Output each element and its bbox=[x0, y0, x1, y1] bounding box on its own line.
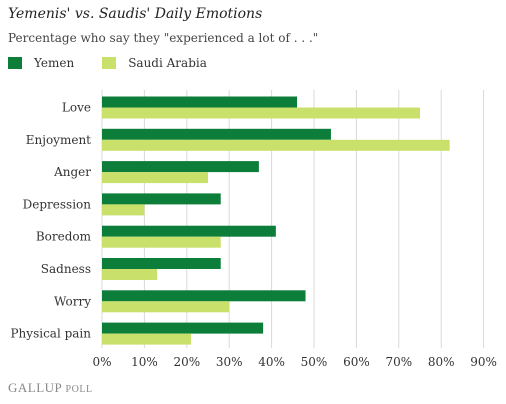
category-label: Physical pain bbox=[10, 327, 91, 341]
x-tick-label: 70% bbox=[385, 355, 412, 369]
x-tick-label: 10% bbox=[131, 355, 158, 369]
category-label: Sadness bbox=[41, 262, 91, 276]
bar-saudi bbox=[102, 107, 420, 119]
category-label: Love bbox=[62, 101, 91, 115]
category-label: Enjoyment bbox=[26, 133, 91, 147]
legend: Yemen Saudi Arabia bbox=[8, 56, 235, 70]
bar-saudi bbox=[102, 236, 221, 248]
gallup-poll-logo: GALLUP POLL bbox=[8, 380, 93, 396]
category-label: Anger bbox=[53, 165, 91, 179]
bar-yemen bbox=[102, 193, 221, 205]
bar-saudi bbox=[102, 172, 208, 184]
bar-yemen bbox=[102, 161, 259, 173]
x-tick-label: 20% bbox=[173, 355, 200, 369]
bar-yemen bbox=[102, 128, 331, 140]
bar-yemen bbox=[102, 258, 221, 269]
bar-saudi bbox=[102, 333, 192, 345]
bar-saudi bbox=[102, 269, 158, 280]
bar-yemen bbox=[102, 322, 264, 334]
legend-item-saudi: Saudi Arabia bbox=[102, 56, 207, 70]
legend-swatch-saudi bbox=[102, 57, 117, 69]
x-tick-label: 0% bbox=[92, 355, 111, 369]
bar-yemen bbox=[102, 225, 276, 237]
category-label: Depression bbox=[23, 197, 92, 211]
x-tick-label: 60% bbox=[343, 355, 370, 369]
chart-subtitle: Percentage who say they "experienced a l… bbox=[8, 31, 319, 45]
legend-swatch-yemen bbox=[8, 57, 22, 69]
chart-title: Yemenis' vs. Saudis' Daily Emotions bbox=[8, 6, 263, 22]
footer-suffix: POLL bbox=[65, 384, 93, 395]
x-tick-label: 50% bbox=[301, 355, 328, 369]
x-tick-label: 30% bbox=[216, 355, 243, 369]
bar-saudi bbox=[102, 301, 230, 313]
category-label: Boredom bbox=[36, 230, 92, 244]
bar-yemen bbox=[102, 96, 298, 108]
bar-saudi bbox=[102, 139, 450, 151]
category-label: Worry bbox=[54, 294, 91, 308]
bar-saudi bbox=[102, 204, 145, 216]
x-tick-label: 90% bbox=[470, 355, 497, 369]
legend-label-yemen: Yemen bbox=[34, 56, 75, 70]
legend-label-saudi: Saudi Arabia bbox=[128, 56, 207, 70]
bar-yemen bbox=[102, 290, 306, 302]
x-tick-label: 40% bbox=[258, 355, 285, 369]
footer-brand: GALLUP bbox=[8, 380, 62, 395]
x-tick-label: 80% bbox=[428, 355, 455, 369]
legend-item-yemen: Yemen bbox=[8, 56, 74, 70]
